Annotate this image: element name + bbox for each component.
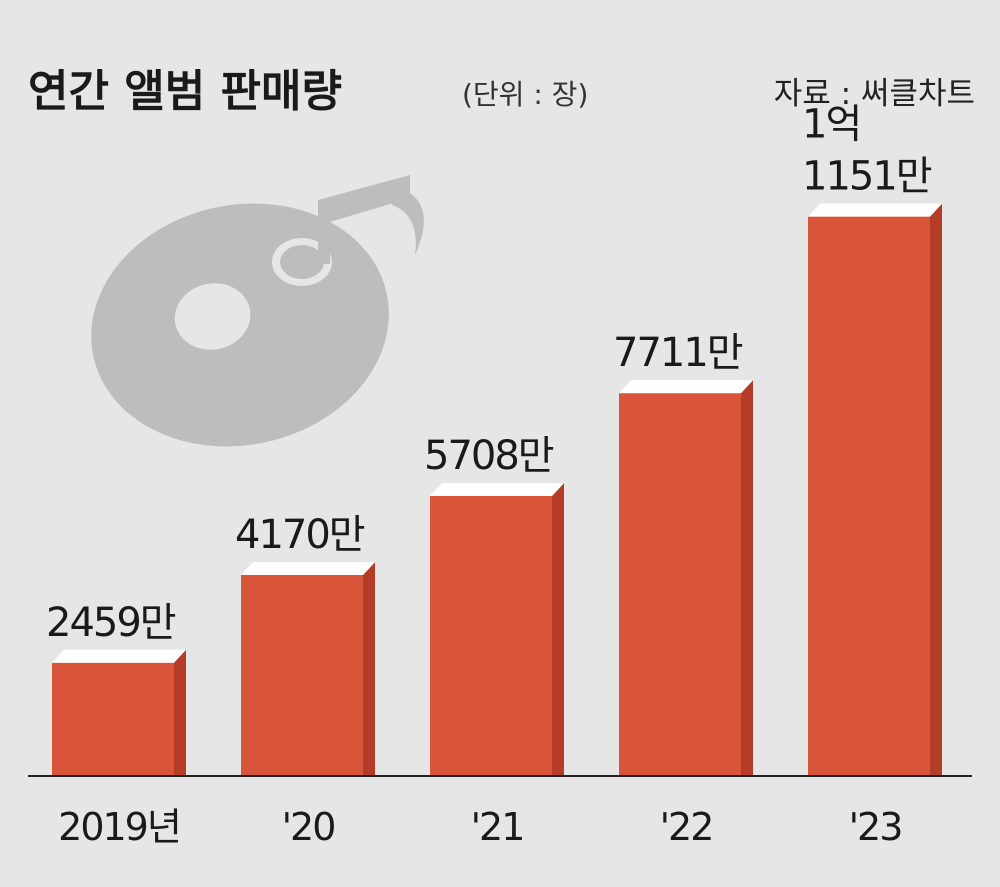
value-label-1: 4170만 [235, 512, 365, 558]
value-label-0: 2459만 [46, 600, 176, 646]
value-label-3: 7711만 [613, 330, 743, 376]
bar-side-0 [174, 649, 186, 776]
source-label: 자료 : 써클차트 [774, 76, 975, 112]
category-label-2: '21 [471, 805, 524, 849]
value-label-4-0: 1억 [802, 102, 860, 148]
bar-side-3 [741, 380, 753, 776]
bar-top-1 [241, 561, 375, 575]
bar-top-0 [52, 649, 186, 663]
bar-top-3 [619, 380, 753, 394]
bar-1 [241, 574, 363, 776]
bar-side-4 [930, 203, 942, 776]
value-label-2: 5708만 [424, 433, 554, 479]
bar-3 [619, 393, 741, 776]
bar-0 [52, 662, 174, 776]
bar-top-2 [430, 482, 564, 496]
bar-side-2 [552, 482, 564, 776]
category-labels-group: 2019년 '20 '21 '22 '23 [58, 805, 903, 849]
value-labels-group: 2459만 4170만 5708만 7711만 1억 1151만 [46, 102, 934, 646]
category-label-0: 2019년 [58, 805, 180, 849]
bars-group [52, 203, 942, 776]
cd-music-note-icon [91, 175, 424, 447]
bar-top-4 [808, 203, 942, 217]
bar-4 [808, 216, 930, 776]
value-label-4-1: 1151만 [802, 154, 932, 200]
category-label-3: '22 [660, 805, 713, 849]
chart-title: 연간 앨범 판매량 [28, 66, 342, 117]
category-label-4: '23 [849, 805, 902, 849]
category-label-1: '20 [282, 805, 335, 849]
bar-side-1 [363, 561, 375, 776]
unit-label: (단위 : 장) [462, 78, 588, 111]
bar-2 [430, 495, 552, 776]
